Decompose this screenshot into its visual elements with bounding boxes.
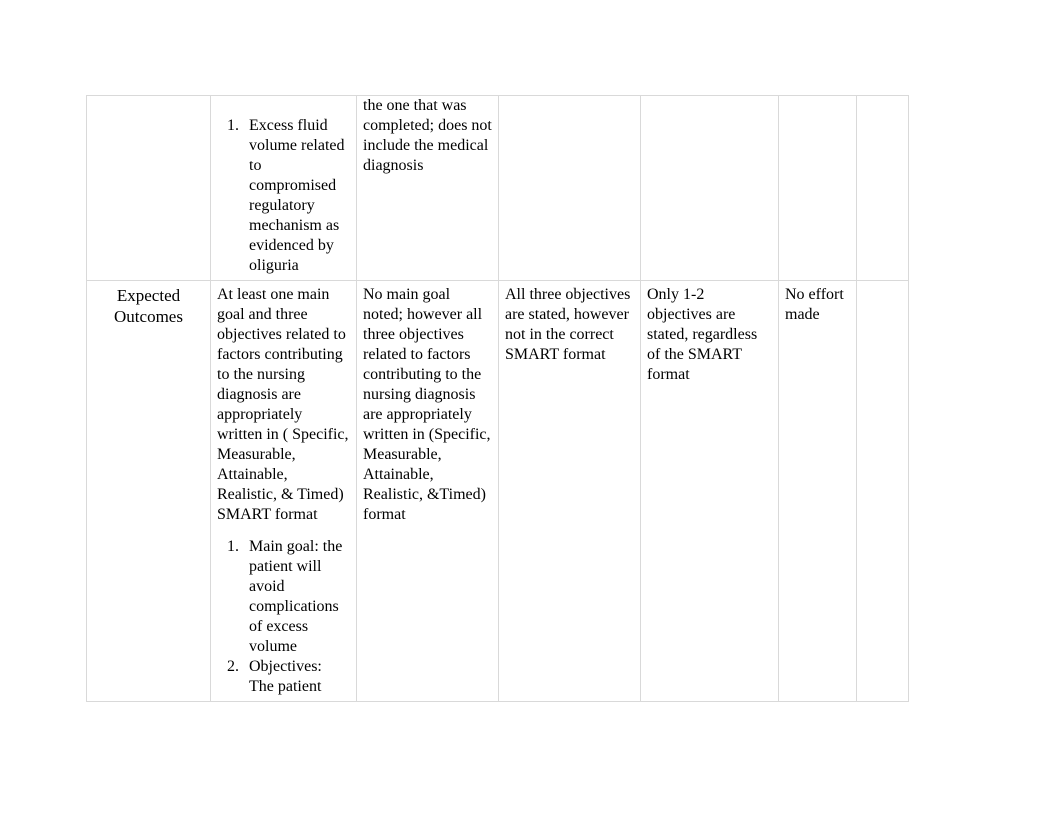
list-item: The patient — [217, 677, 350, 697]
cell — [779, 96, 857, 281]
list-text: Excess fluid volume related to compromis… — [249, 116, 350, 276]
cell — [641, 96, 779, 281]
cell: No effort made — [779, 281, 857, 702]
table-row: 1. Excess fluid volume related to compro… — [87, 96, 909, 281]
list-text: The patient — [249, 677, 350, 697]
list-number: 1. — [217, 116, 249, 276]
cell: Only 1-2 objectives are stated, regardle… — [641, 281, 779, 702]
cell: 1. Excess fluid volume related to compro… — [211, 96, 357, 281]
bullet-icon — [217, 677, 249, 697]
list-item: 1. Main goal: the patient will avoid com… — [217, 537, 350, 657]
list-number: 2. — [217, 657, 249, 677]
table-row: Expected Outcomes At least one main goal… — [87, 281, 909, 702]
row-header-cell: Expected Outcomes — [87, 281, 211, 702]
row-header-cell — [87, 96, 211, 281]
cell: All three objectives are stated, however… — [499, 281, 641, 702]
list-text: Objectives: — [249, 657, 350, 677]
cell: the one that was completed; does not inc… — [357, 96, 499, 281]
rubric-table-wrap: 1. Excess fluid volume related to compro… — [86, 95, 908, 702]
cell: No main goal noted; however all three ob… — [357, 281, 499, 702]
cell-text: the one that was completed; does not inc… — [363, 97, 492, 174]
bullet-list: The patient — [217, 677, 350, 697]
list-number: 1. — [217, 537, 249, 657]
cell-text: No main goal noted; however all three ob… — [363, 286, 491, 523]
rubric-table: 1. Excess fluid volume related to compro… — [86, 95, 909, 702]
numbered-list: 1. Excess fluid volume related to compro… — [217, 116, 350, 276]
cell — [499, 96, 641, 281]
cell-text: Only 1-2 objectives are stated, regardle… — [647, 286, 757, 383]
cell-paragraph: At least one main goal and three objecti… — [217, 285, 350, 525]
list-item: 2. Objectives: — [217, 657, 350, 677]
list-text: Main goal: the patient will avoid compli… — [249, 537, 350, 657]
cell: At least one main goal and three objecti… — [211, 281, 357, 702]
cell-text: All three objectives are stated, however… — [505, 286, 630, 363]
cell — [857, 96, 909, 281]
list-item: 1. Excess fluid volume related to compro… — [217, 116, 350, 276]
numbered-list: 1. Main goal: the patient will avoid com… — [217, 537, 350, 677]
row-header-text: Expected Outcomes — [114, 286, 183, 326]
cell — [857, 281, 909, 702]
cell-text: No effort made — [785, 286, 844, 323]
